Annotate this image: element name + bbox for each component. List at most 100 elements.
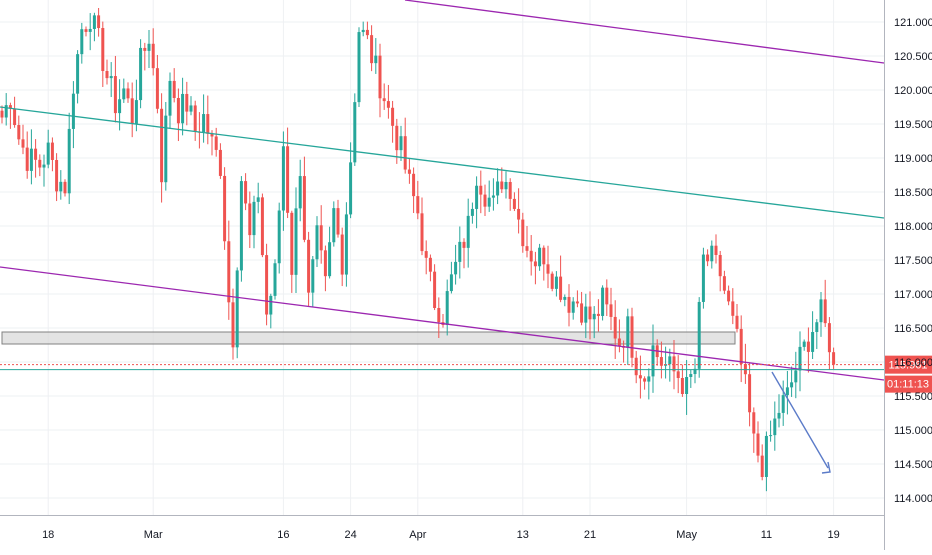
candle-body[interactable] [748, 374, 752, 413]
candle-body[interactable] [832, 352, 836, 365]
candle-body[interactable] [395, 125, 399, 151]
candle-body[interactable] [605, 287, 609, 305]
candle-body[interactable] [445, 291, 449, 325]
candle-body[interactable] [273, 263, 277, 296]
candle-body[interactable] [391, 107, 395, 126]
candle-body[interactable] [643, 378, 647, 382]
candle-body[interactable] [563, 296, 567, 300]
candle-body[interactable] [206, 114, 210, 134]
candle-body[interactable] [458, 241, 462, 262]
candle-body[interactable] [248, 203, 252, 236]
candle-body[interactable] [823, 299, 827, 324]
candle-body[interactable] [244, 181, 248, 204]
candle-body[interactable] [227, 241, 231, 303]
candle-body[interactable] [344, 214, 348, 275]
candle-body[interactable] [517, 208, 521, 220]
candle-body[interactable] [529, 250, 533, 262]
candle-body[interactable] [0, 110, 4, 118]
candle-body[interactable] [374, 55, 378, 64]
upper-purple-channel-line[interactable] [404, 0, 885, 64]
candle-body[interactable] [202, 114, 206, 133]
candle-body[interactable] [290, 212, 294, 275]
candle-body[interactable] [567, 296, 571, 313]
candle-body[interactable] [38, 159, 42, 168]
candle-body[interactable] [357, 32, 361, 103]
candle-body[interactable] [798, 346, 802, 371]
candle-body[interactable] [420, 213, 424, 252]
support-zone-box[interactable] [1, 331, 736, 345]
candle-body[interactable] [454, 261, 458, 275]
candle-body[interactable] [109, 76, 113, 79]
candle-body[interactable] [13, 108, 17, 126]
candle-body[interactable] [538, 247, 542, 267]
candle-body[interactable] [294, 208, 298, 275]
candle-body[interactable] [130, 98, 134, 124]
candle-body[interactable] [727, 290, 731, 302]
candle-body[interactable] [773, 418, 777, 436]
candle-body[interactable] [168, 80, 172, 116]
candle-body[interactable] [265, 255, 269, 315]
candle-body[interactable] [756, 433, 760, 456]
candle-body[interactable] [638, 375, 642, 379]
candle-body[interactable] [764, 435, 768, 477]
candle-body[interactable] [475, 185, 479, 209]
candle-body[interactable] [361, 29, 365, 33]
candle-body[interactable] [164, 115, 168, 183]
candle-body[interactable] [155, 68, 159, 109]
candle-body[interactable] [323, 250, 327, 277]
candle-body[interactable] [487, 197, 491, 207]
candle-body[interactable] [659, 357, 663, 366]
candle-body[interactable] [743, 364, 747, 375]
candle-body[interactable] [718, 254, 722, 277]
candle-body[interactable] [17, 125, 21, 140]
candle-body[interactable] [554, 276, 558, 289]
candle-body[interactable] [790, 382, 794, 388]
candle-body[interactable] [97, 15, 101, 29]
candle-body[interactable] [424, 251, 428, 258]
candle-body[interactable] [735, 315, 739, 329]
candle-body[interactable] [542, 247, 546, 265]
candle-body[interactable] [139, 47, 143, 101]
candle-body[interactable] [113, 76, 117, 114]
candle-body[interactable] [84, 29, 88, 32]
candle-body[interactable] [29, 148, 33, 171]
candle-body[interactable] [651, 345, 655, 377]
candle-body[interactable] [126, 88, 130, 99]
candle-body[interactable] [223, 175, 227, 242]
candle-body[interactable] [689, 374, 693, 377]
candle-body[interactable] [580, 303, 584, 323]
green-trend-line[interactable] [0, 106, 885, 219]
candle-body[interactable] [672, 356, 676, 372]
candle-body[interactable] [491, 195, 495, 198]
candle-body[interactable] [752, 412, 756, 434]
candle-body[interactable] [399, 136, 403, 151]
candle-body[interactable] [71, 93, 75, 129]
candle-body[interactable] [269, 295, 273, 315]
candle-body[interactable] [239, 181, 243, 271]
candle-body[interactable] [731, 301, 735, 316]
candle-body[interactable] [105, 71, 109, 79]
candle-body[interactable] [25, 147, 29, 171]
candle-body[interactable] [470, 208, 474, 216]
candle-body[interactable] [92, 15, 96, 29]
candle-body[interactable] [416, 196, 420, 214]
candle-body[interactable] [118, 99, 122, 114]
candle-body[interactable] [46, 142, 50, 165]
candle-body[interactable] [617, 338, 621, 346]
candle-body[interactable] [584, 306, 588, 323]
candle-body[interactable] [428, 257, 432, 272]
candle-body[interactable] [815, 322, 819, 333]
candle-body[interactable] [307, 239, 311, 293]
candle-body[interactable] [508, 181, 512, 199]
candle-body[interactable] [697, 301, 701, 369]
candle-body[interactable] [647, 376, 651, 382]
candle-body[interactable] [172, 80, 176, 98]
candle-body[interactable] [794, 370, 798, 383]
candle-body[interactable] [319, 225, 323, 251]
candle-body[interactable] [496, 181, 500, 196]
arrow-shaft[interactable] [771, 371, 829, 469]
candle-body[interactable] [328, 242, 332, 277]
candle-body[interactable] [403, 136, 407, 170]
candle-body[interactable] [286, 146, 290, 213]
candle-body[interactable] [365, 29, 369, 36]
